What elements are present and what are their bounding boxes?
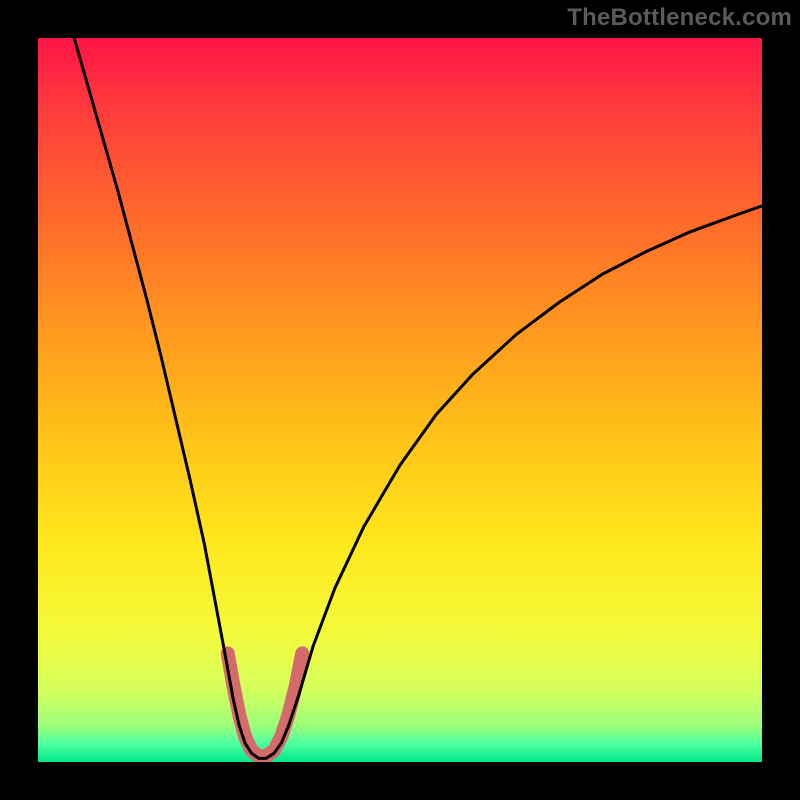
gradient-background xyxy=(38,38,762,762)
plot-area xyxy=(38,38,762,762)
plot-svg xyxy=(38,38,762,762)
chart-container: TheBottleneck.com xyxy=(0,0,800,800)
watermark-text: TheBottleneck.com xyxy=(567,4,792,32)
